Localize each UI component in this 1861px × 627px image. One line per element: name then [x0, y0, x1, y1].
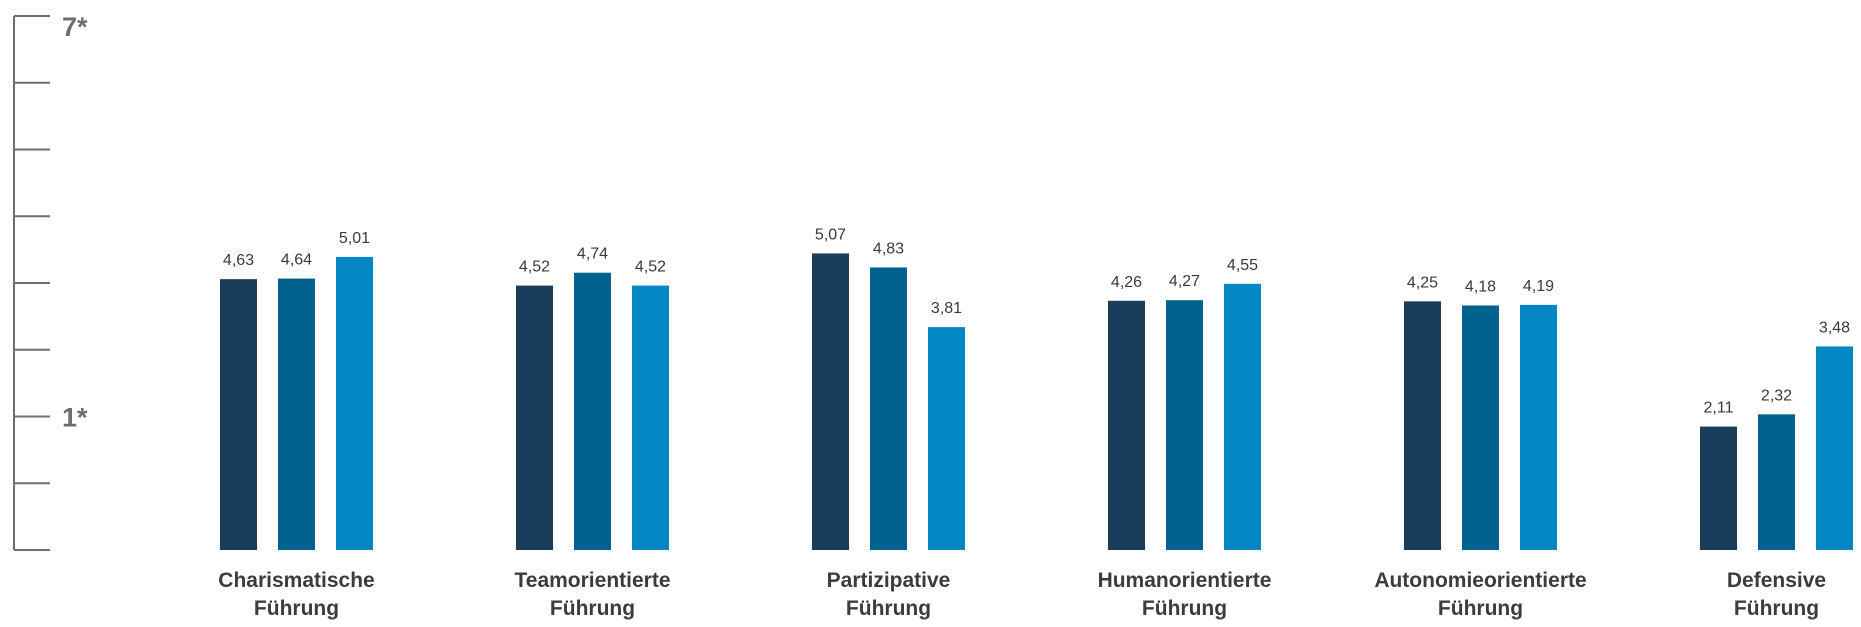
bar-value-label: 5,01: [339, 230, 370, 247]
category-label: Führung: [846, 597, 931, 620]
bar: [1816, 346, 1853, 550]
bar: [928, 327, 965, 550]
bar: [1224, 283, 1261, 550]
bar: [336, 256, 373, 550]
bar-value-label: 4,52: [635, 259, 666, 276]
bar: [1700, 426, 1737, 550]
bar: [632, 285, 669, 550]
bar: [812, 253, 849, 550]
y-axis: 7* 1*: [13, 12, 88, 551]
bar-value-label: 4,52: [519, 259, 550, 276]
bar: [1462, 305, 1499, 550]
bar-value-label: 4,64: [281, 252, 312, 269]
bar-value-label: 4,55: [1227, 257, 1258, 274]
bar: [1404, 301, 1441, 550]
category-label: Charismatische: [218, 569, 374, 592]
y-axis-top-label: 7*: [62, 12, 88, 42]
bar: [1520, 304, 1557, 550]
bar-value-label: 3,48: [1819, 319, 1850, 336]
bar: [516, 285, 553, 550]
bar-value-label: 4,19: [1523, 278, 1554, 295]
bar-value-label: 5,07: [815, 226, 846, 243]
category-label: Führung: [550, 597, 635, 620]
category-label: Führung: [1142, 597, 1227, 620]
y-axis-bottom-label: 1*: [62, 403, 88, 433]
category-label: Humanorientierte: [1098, 569, 1272, 592]
bar-value-label: 4,18: [1465, 278, 1496, 295]
category-label: Führung: [254, 597, 339, 620]
bar-value-label: 4,26: [1111, 274, 1142, 291]
category-label: Defensive: [1727, 569, 1826, 592]
bar: [220, 279, 257, 550]
bar-value-label: 4,74: [577, 246, 608, 263]
category-label: Führung: [1438, 597, 1523, 620]
bars: [220, 253, 1853, 550]
bar-value-label: 4,83: [873, 240, 904, 257]
bar: [1758, 414, 1795, 550]
category-labels: Charismatische Führung Teamorientierte Führ…: [218, 569, 1826, 620]
bar-value-label: 4,25: [1407, 274, 1438, 291]
bar-value-label: 4,63: [223, 252, 254, 269]
category-label: Führung: [1734, 597, 1819, 620]
bar: [1108, 300, 1145, 550]
category-label: Autonomieorientierte: [1374, 569, 1586, 592]
category-label: Partizipative: [827, 569, 951, 592]
bar: [574, 272, 611, 550]
value-labels: 4,63 4,64 5,01 4,52 4,74 4,52 5,07 4,83 3,81 4,26…: [223, 226, 1850, 416]
bar-value-label: 2,11: [1704, 400, 1734, 417]
bar-value-label: 4,27: [1169, 273, 1200, 290]
bar: [278, 278, 315, 550]
bar: [870, 267, 907, 550]
category-label: Teamorientierte: [515, 569, 671, 592]
bar-value-label: 2,32: [1761, 387, 1792, 404]
bar-value-label: 3,81: [931, 300, 962, 317]
bar: [1166, 300, 1203, 550]
